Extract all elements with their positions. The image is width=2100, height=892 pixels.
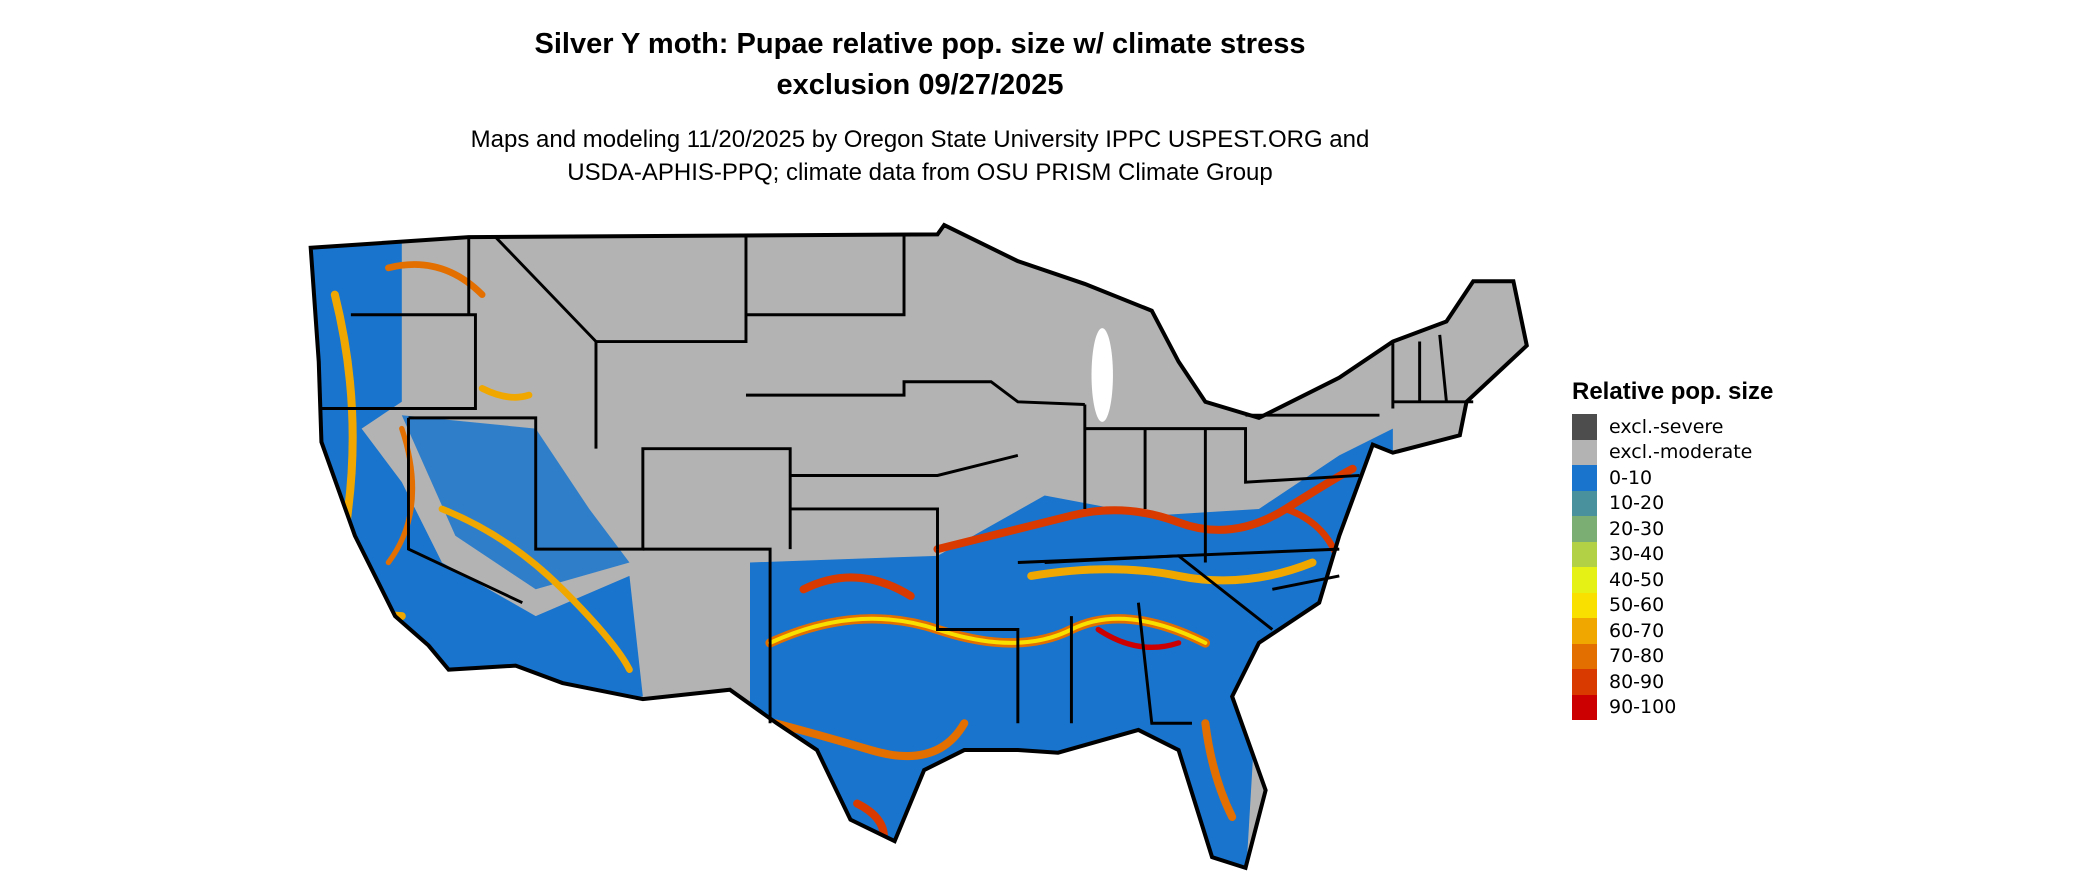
legend-label: 80-90 xyxy=(1609,670,1665,693)
legend-label: 70-80 xyxy=(1609,645,1665,668)
legend-swatch xyxy=(1572,465,1597,491)
legend-item: 20-30 xyxy=(1572,516,1773,542)
legend-label: 0-10 xyxy=(1609,466,1653,489)
legend-item: 70-80 xyxy=(1572,643,1773,669)
legend-swatch xyxy=(1572,567,1597,593)
legend-title: Relative pop. size xyxy=(1572,378,1774,405)
legend-label: 40-50 xyxy=(1609,568,1665,591)
legend-swatch xyxy=(1572,694,1597,720)
legend-item: 10-20 xyxy=(1572,490,1773,516)
legend-swatch xyxy=(1572,516,1597,542)
legend-swatch xyxy=(1572,669,1597,695)
legend-swatch xyxy=(1572,643,1597,669)
legend-label: 90-100 xyxy=(1609,696,1677,719)
legend-label: 10-20 xyxy=(1609,492,1665,515)
legend-label: 20-30 xyxy=(1609,517,1665,540)
legend-label: 50-60 xyxy=(1609,594,1665,617)
map-title-line1: Silver Y moth: Pupae relative pop. size … xyxy=(534,28,1306,60)
legend-swatch xyxy=(1572,414,1597,440)
legend: Relative pop. size excl.-severe excl.-mod… xyxy=(1572,378,1773,720)
legend-item: 60-70 xyxy=(1572,618,1773,644)
legend-label: excl.-severe xyxy=(1609,415,1724,438)
legend-item: 40-50 xyxy=(1572,567,1773,593)
legend-swatch xyxy=(1572,439,1597,465)
legend-item: 90-100 xyxy=(1572,694,1773,720)
legend-item: excl.-severe xyxy=(1572,414,1773,440)
subtitle-line2: USDA-APHIS-PPQ; climate data from OSU PR… xyxy=(567,159,1273,186)
lake-michigan xyxy=(1091,328,1113,422)
legend-label: 60-70 xyxy=(1609,619,1665,642)
legend-swatch xyxy=(1572,618,1597,644)
legend-item: 0-10 xyxy=(1572,465,1773,491)
map-title-line2: exclusion 09/27/2025 xyxy=(776,69,1064,101)
legend-item: 50-60 xyxy=(1572,592,1773,618)
legend-item: 80-90 xyxy=(1572,669,1773,695)
legend-item: 30-40 xyxy=(1572,541,1773,567)
legend-swatch xyxy=(1572,592,1597,618)
state-borders xyxy=(311,225,1527,868)
legend-swatch xyxy=(1572,541,1597,567)
legend-label: 30-40 xyxy=(1609,543,1665,566)
subtitle-line1: Maps and modeling 11/20/2025 by Oregon S… xyxy=(470,126,1370,153)
legend-item: excl.-moderate xyxy=(1572,439,1773,465)
legend-label: excl.-moderate xyxy=(1609,441,1753,464)
legend-swatch xyxy=(1572,490,1597,516)
low-suitability-west xyxy=(310,241,643,697)
